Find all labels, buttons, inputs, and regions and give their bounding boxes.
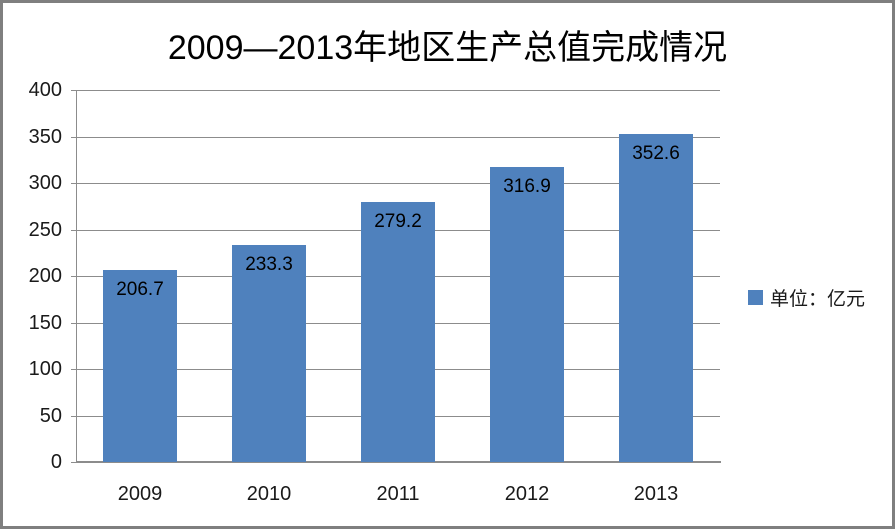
legend: 单位：亿元 bbox=[748, 287, 865, 310]
x-tick-label-2012: 2012 bbox=[504, 483, 550, 505]
y-axis-tick bbox=[71, 369, 76, 370]
x-tick-label-2011: 2011 bbox=[376, 483, 420, 505]
chart-title: 2009—2013年地区生产总值完成情况 bbox=[167, 29, 728, 67]
y-tick-label: 250 bbox=[28, 219, 62, 241]
bar-2009 bbox=[103, 270, 177, 462]
bar-label-2013: 352.6 bbox=[632, 143, 680, 164]
bar-label-2009: 206.7 bbox=[116, 279, 164, 300]
y-tick-label: 50 bbox=[39, 405, 62, 427]
bar-label-2011: 279.2 bbox=[374, 211, 422, 232]
y-axis-tick bbox=[71, 230, 76, 231]
y-tick-label: 200 bbox=[28, 265, 62, 287]
y-axis-tick bbox=[71, 416, 76, 417]
y-axis-tick bbox=[71, 137, 76, 138]
y-tick-label: 300 bbox=[28, 172, 62, 194]
legend-label: 单位：亿元 bbox=[770, 288, 866, 310]
bar-2013 bbox=[619, 134, 693, 462]
legend-swatch-icon bbox=[748, 289, 763, 305]
bar-label-2012: 316.9 bbox=[503, 176, 551, 197]
bar-2012 bbox=[490, 167, 564, 462]
gridline bbox=[76, 137, 720, 138]
bar-label-2010: 233.3 bbox=[245, 254, 293, 275]
y-tick-label: 0 bbox=[50, 451, 62, 473]
x-tick-label-2013: 2013 bbox=[633, 483, 679, 505]
x-tick-label-2009: 2009 bbox=[117, 483, 163, 505]
bar-2010 bbox=[232, 245, 306, 462]
bar-2011 bbox=[361, 202, 435, 462]
y-axis-tick bbox=[71, 323, 76, 324]
y-tick-label: 100 bbox=[28, 358, 62, 380]
y-tick-label: 350 bbox=[28, 126, 62, 148]
y-tick-label: 150 bbox=[28, 312, 62, 334]
y-tick-label: 400 bbox=[28, 79, 62, 101]
y-axis-tick bbox=[71, 462, 76, 463]
x-tick-label-2010: 2010 bbox=[246, 483, 292, 505]
y-axis-tick bbox=[71, 276, 76, 277]
gridline bbox=[76, 90, 720, 91]
x-axis-line bbox=[76, 461, 721, 463]
y-axis-line bbox=[76, 90, 77, 462]
y-axis-tick bbox=[71, 183, 76, 184]
gridline bbox=[76, 183, 720, 184]
y-axis-tick bbox=[71, 90, 76, 91]
